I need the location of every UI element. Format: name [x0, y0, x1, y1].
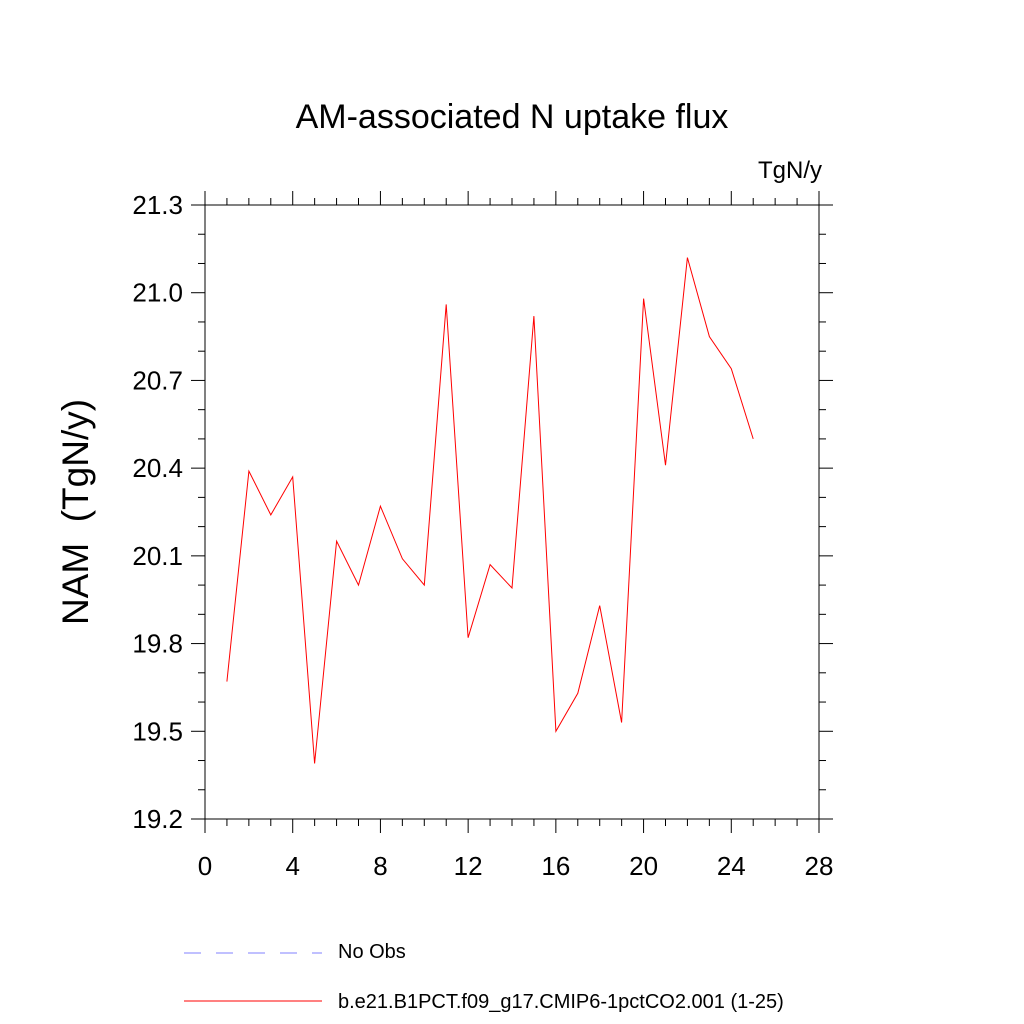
- units-label: TgN/y: [757, 157, 822, 184]
- x-tick-label: 24: [717, 851, 746, 881]
- legend-label-no-obs: No Obs: [338, 941, 406, 963]
- series-group: [226, 257, 754, 764]
- x-tick-label: 8: [373, 851, 387, 881]
- y-tick-label: 19.2: [132, 804, 183, 834]
- x-tick-label: 12: [454, 851, 483, 881]
- y-tick-label: 21.0: [132, 278, 183, 308]
- x-tick-label: 0: [198, 851, 212, 881]
- x-tick-label: 20: [629, 851, 658, 881]
- axis-ticks: [191, 191, 833, 833]
- chart-title: AM-associated N uptake flux: [295, 98, 729, 136]
- y-tick-label: 19.8: [132, 629, 183, 659]
- y-tick-label: 20.1: [132, 541, 183, 571]
- series-line: [226, 257, 754, 764]
- legend-label-model-run: b.e21.B1PCT.f09_g17.CMIP6-1pctCO2.001 (1…: [338, 991, 784, 1013]
- y-tick-label: 19.5: [132, 716, 183, 746]
- y-tick-label: 21.3: [132, 190, 183, 220]
- y-tick-label: 20.4: [132, 453, 183, 483]
- plot-frame: [204, 204, 820, 820]
- legend: [184, 952, 322, 1002]
- x-tick-label: 4: [285, 851, 299, 881]
- tick-labels: 0 4 8 12 16 20 24 28 19.2 19.5 19.8 20.1 20.4 20.7 21.…: [132, 190, 833, 881]
- y-tick-label: 20.7: [132, 365, 183, 395]
- x-tick-label: 16: [541, 851, 570, 881]
- x-tick-label: 28: [805, 851, 834, 881]
